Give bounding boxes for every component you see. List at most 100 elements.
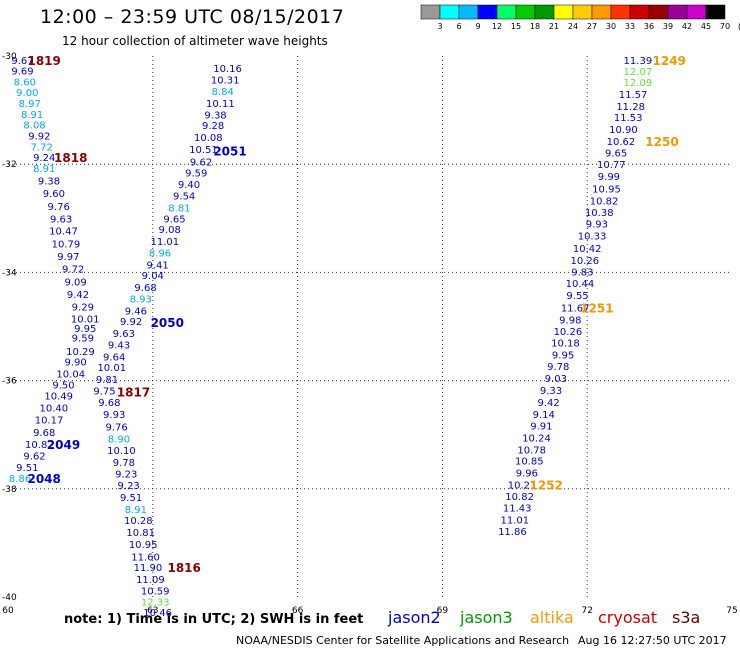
- pass-number-label: 1816: [167, 561, 200, 575]
- wave-height-point: 9.81: [96, 375, 118, 386]
- wave-height-point: 9.51: [120, 493, 142, 504]
- wave-height-point: 11.86: [498, 527, 527, 538]
- wave-height-point: 9.29: [72, 302, 94, 313]
- wave-height-point: 9.98: [559, 315, 581, 326]
- wave-height-point: 9.62: [190, 157, 212, 168]
- wave-height-point: 10.31: [211, 75, 240, 86]
- wave-height-point: 10.78: [517, 445, 546, 456]
- colorscale-swatch: [610, 4, 631, 20]
- x-tick-label: 72: [581, 606, 592, 616]
- wave-height-point: 9.03: [545, 374, 567, 385]
- colorscale-label: 9: [475, 22, 480, 31]
- wave-height-point: 9.00: [16, 88, 38, 99]
- pass-number-label: 1818: [54, 151, 87, 165]
- wave-height-point: 9.40: [178, 180, 200, 191]
- colorscale-label: 15: [511, 22, 521, 31]
- wave-height-point: 8.97: [19, 99, 41, 110]
- wave-height-point: 10.28: [124, 516, 153, 527]
- colorscale-swatch: [420, 4, 441, 20]
- wave-height-point: 9.63: [50, 214, 72, 225]
- wave-height-point: 12.33: [141, 597, 170, 608]
- y-tick-label: -36: [2, 377, 17, 387]
- colorscale-label: 39: [663, 22, 673, 31]
- colorscale-swatch: [629, 4, 650, 20]
- legend-jason2: jason2: [388, 608, 441, 627]
- colorscale-label: 3: [437, 22, 442, 31]
- wave-height-point: 10.47: [49, 227, 78, 238]
- colorscale-label: 18: [530, 22, 540, 31]
- wave-height-point: 10.46: [143, 608, 172, 619]
- y-tick-label: -38: [2, 485, 17, 495]
- wave-height-point: 10.17: [35, 416, 64, 427]
- wave-height-point: 11.90: [134, 563, 163, 574]
- wave-height-point: 9.67: [11, 56, 33, 67]
- wave-height-point: 9.28: [202, 121, 224, 132]
- colorscale-swatch: [458, 4, 479, 20]
- colorscale-swatch: [572, 4, 593, 20]
- wave-height-point: 11.09: [136, 575, 165, 586]
- colorscale-label: 45: [701, 22, 711, 31]
- wave-height-point: 9.68: [33, 428, 55, 439]
- colorscale-swatch: [534, 4, 555, 20]
- wave-height-point: 9.54: [173, 192, 195, 203]
- wave-height-point: 9.76: [48, 202, 70, 213]
- colorscale-label: 33: [625, 22, 635, 31]
- wave-height-point: 9.08: [159, 225, 181, 236]
- wave-height-point: 8.91: [125, 505, 147, 516]
- wave-height-point: 10.26: [570, 256, 599, 267]
- wave-height-point: 11.01: [151, 237, 180, 248]
- wave-height-point: 11.01: [500, 516, 529, 527]
- wave-height-point: 9.33: [540, 386, 562, 397]
- wave-height-point: 9.75: [93, 386, 115, 397]
- colorscale-label: 36: [644, 22, 654, 31]
- wave-height-point: 10.10: [107, 446, 136, 457]
- wave-height-point: 9.43: [108, 340, 130, 351]
- wave-height-point: 9.68: [98, 398, 120, 409]
- wave-height-point: 9.83: [571, 267, 593, 278]
- legend-altika: altika: [530, 608, 574, 627]
- colorscale-label: 27: [587, 22, 597, 31]
- wave-height-point: 8.90: [108, 434, 130, 445]
- colorscale-label: (ft): [738, 22, 740, 31]
- wave-height-point: 10.18: [551, 339, 580, 350]
- y-tick-label: -40: [2, 593, 17, 603]
- wave-height-point: 9.95: [552, 351, 574, 362]
- wave-height-point: 9.59: [185, 168, 207, 179]
- footer-note: note: 1) Time is in UTC; 2) SWH is in fe…: [64, 612, 364, 627]
- wave-height-point: 10.40: [40, 404, 69, 415]
- wave-height-point: 8.60: [14, 77, 36, 88]
- wave-height-point: 9.23: [118, 481, 140, 492]
- wave-height-point: 9.62: [23, 451, 45, 462]
- wave-height-point: 9.64: [103, 352, 125, 363]
- colorscale-swatch: [667, 4, 688, 20]
- colorscale-swatch: [553, 4, 574, 20]
- colorscale-label: 30: [606, 22, 616, 31]
- wave-height-point: 12.09: [624, 78, 653, 89]
- wave-height-point: 10.01: [71, 314, 100, 325]
- wave-height-point: 10.77: [597, 160, 626, 171]
- colorscale-label: 42: [682, 22, 692, 31]
- wave-height-point: 9.41: [146, 260, 168, 271]
- wave-height-point: 10.51: [189, 145, 218, 156]
- wave-height-point: 9.68: [134, 283, 156, 294]
- y-tick-label: -30: [2, 52, 17, 62]
- wave-height-point: 9.92: [120, 317, 142, 328]
- wave-height-point: 10.90: [609, 125, 638, 136]
- wave-height-point: 9.93: [103, 410, 125, 421]
- wave-height-point: 9.63: [113, 329, 135, 340]
- wave-height-point: 10.95: [592, 185, 621, 196]
- wave-height-point: 9.65: [605, 148, 627, 159]
- colorscale-swatch: [515, 4, 536, 20]
- wave-height-point: 11.57: [619, 90, 648, 101]
- wave-height-point: 10.38: [585, 208, 614, 219]
- wave-height-point: 8.84: [212, 87, 234, 98]
- colorscale-swatch: [496, 4, 517, 20]
- pass-number-label: 1819: [27, 54, 60, 68]
- colorscale-label: 21: [549, 22, 559, 31]
- wave-height-point: 10.26: [554, 327, 583, 338]
- y-tick-label: -32: [2, 160, 17, 170]
- wave-height-point: 9.95: [74, 324, 96, 335]
